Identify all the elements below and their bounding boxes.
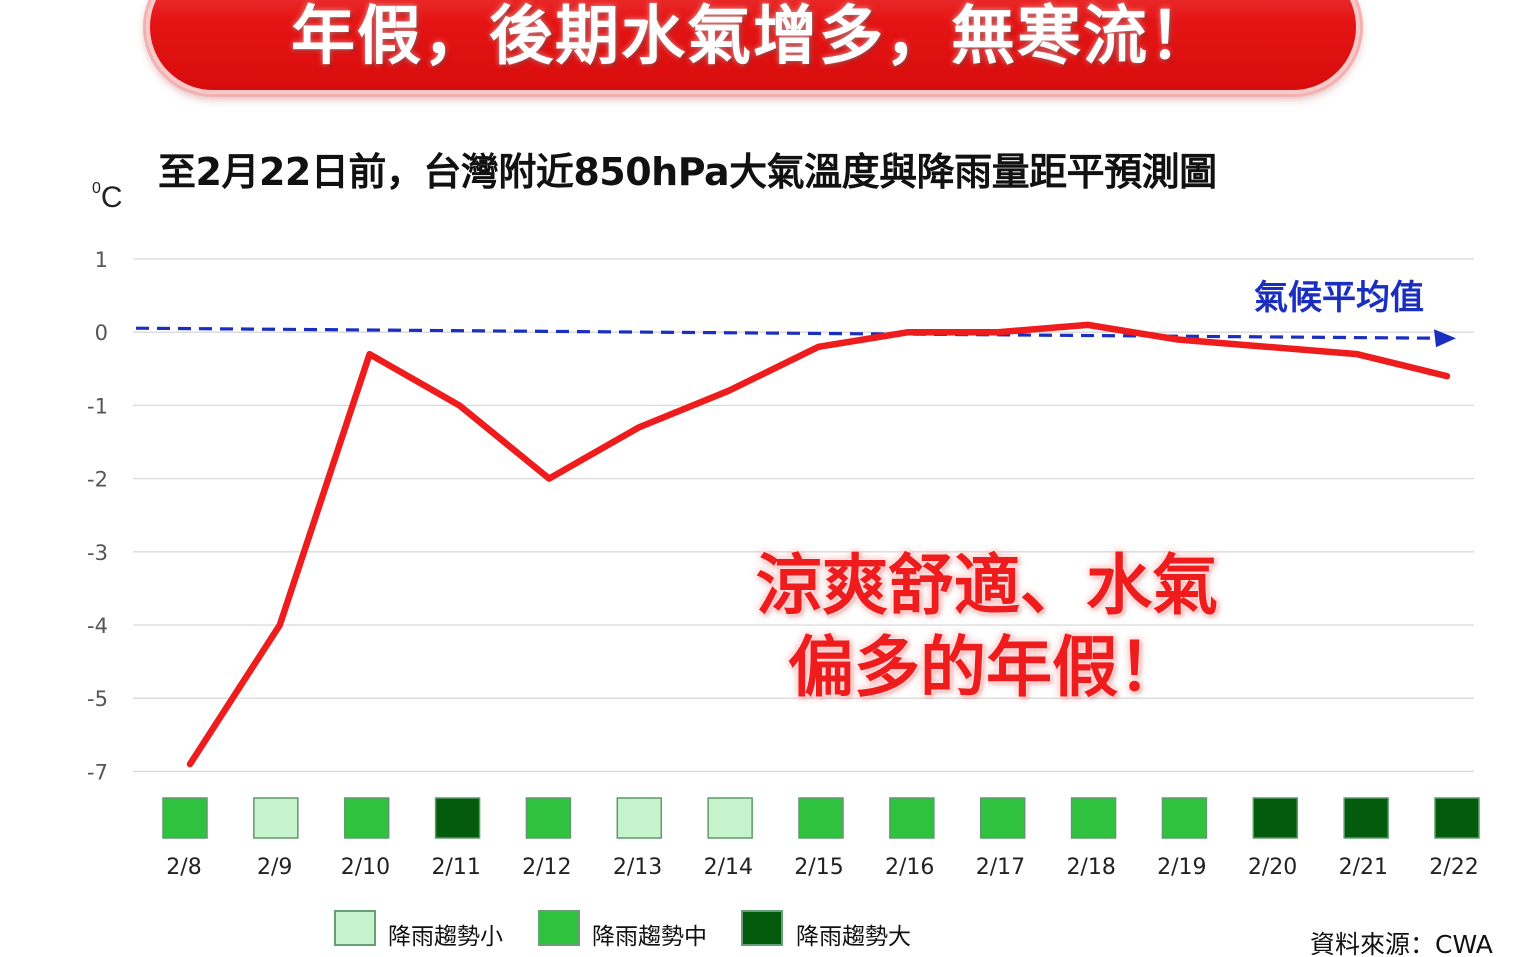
x-tick-label: 2/18 (1066, 855, 1115, 880)
rain-trend-box (1343, 797, 1389, 839)
x-tick-label: 2/16 (885, 855, 934, 880)
y-axis-unit-superscript: 0 (92, 180, 101, 197)
y-tick-label: -2 (87, 468, 108, 492)
legend-swatch-medium (538, 910, 580, 946)
rain-trend-row (162, 797, 1480, 839)
x-tick-label: 2/15 (794, 855, 843, 880)
legend-label-large: 降雨趨勢大 (796, 924, 911, 950)
y-tick-label: 0 (95, 321, 108, 345)
rain-trend-box (1161, 797, 1208, 839)
reference-line (135, 326, 1437, 340)
chart-title: 至2月22日前，台灣附近850hPa大氣溫度與降雨量距平預測圖 (158, 150, 1217, 194)
x-tick-label: 2/21 (1339, 855, 1388, 880)
x-tick-label: 2/8 (166, 855, 201, 880)
x-tick-label: 2/13 (613, 855, 662, 880)
x-tick-label: 2/19 (1157, 855, 1206, 880)
y-tick-label: -5 (87, 687, 108, 711)
x-tick-label: 2/14 (704, 855, 753, 880)
rain-trend-box (979, 797, 1026, 839)
y-tick-label: -3 (87, 541, 108, 565)
reference-line-arrow (1434, 329, 1456, 348)
reference-line-group (135, 326, 1456, 348)
rain-trend-box (343, 797, 390, 839)
y-axis-unit-text: C (100, 181, 123, 214)
y-tick-label: -7 (87, 760, 108, 784)
legend-label-medium: 降雨趨勢中 (592, 924, 707, 950)
y-tick-label: -4 (87, 614, 108, 638)
legend-swatch-small (334, 910, 376, 946)
rain-trend-box (1070, 797, 1117, 839)
legend-label-small: 降雨趨勢小 (388, 924, 503, 950)
grid-lines (133, 258, 1474, 773)
reference-line-label: 氣候平均值 (1254, 278, 1424, 318)
legend-swatch-large (741, 910, 783, 946)
x-tick-label: 2/10 (341, 855, 390, 880)
rain-trend-box (798, 797, 844, 839)
rain-trend-box (616, 797, 663, 839)
data-source: 資料來源：CWA (1310, 930, 1493, 957)
rain-trend-box (707, 797, 753, 839)
rain-trend-box (889, 797, 935, 839)
y-tick-label: -1 (87, 394, 108, 418)
x-tick-label: 2/9 (257, 855, 292, 880)
x-tick-label: 2/22 (1429, 855, 1478, 880)
rain-trend-box (162, 797, 208, 839)
x-tick-label: 2/12 (522, 855, 571, 880)
banner-title: 年假，後期水氣增多，無寒流！ (291, 0, 1215, 74)
y-axis-unit: 0C (92, 180, 123, 215)
x-tick-label: 2/17 (976, 855, 1025, 880)
rain-trend-box (1434, 797, 1480, 839)
x-tick-label: 2/11 (431, 855, 480, 880)
x-axis-ticks: 2/8 2/9 2/10 2/11 2/12 2/13 2/14 2/15 2/16 2/17 2/… (166, 855, 1478, 880)
annotation-line-1: 涼爽舒適、水氣 (756, 547, 1218, 624)
temperature-series (186, 321, 1451, 768)
rain-trend-box (434, 797, 481, 839)
rain-trend-box (1252, 797, 1299, 839)
rain-trend-box (253, 797, 299, 839)
rain-trend-box (525, 797, 572, 839)
y-tick-label: 1 (95, 248, 108, 272)
annotation-line-2: 偏多的年假！ (788, 629, 1184, 706)
title-banner (146, 0, 1360, 94)
x-tick-label: 2/20 (1248, 855, 1297, 880)
y-axis-ticks: 1 0 -1 -2 -3 -4 -5 -7 (87, 248, 108, 784)
